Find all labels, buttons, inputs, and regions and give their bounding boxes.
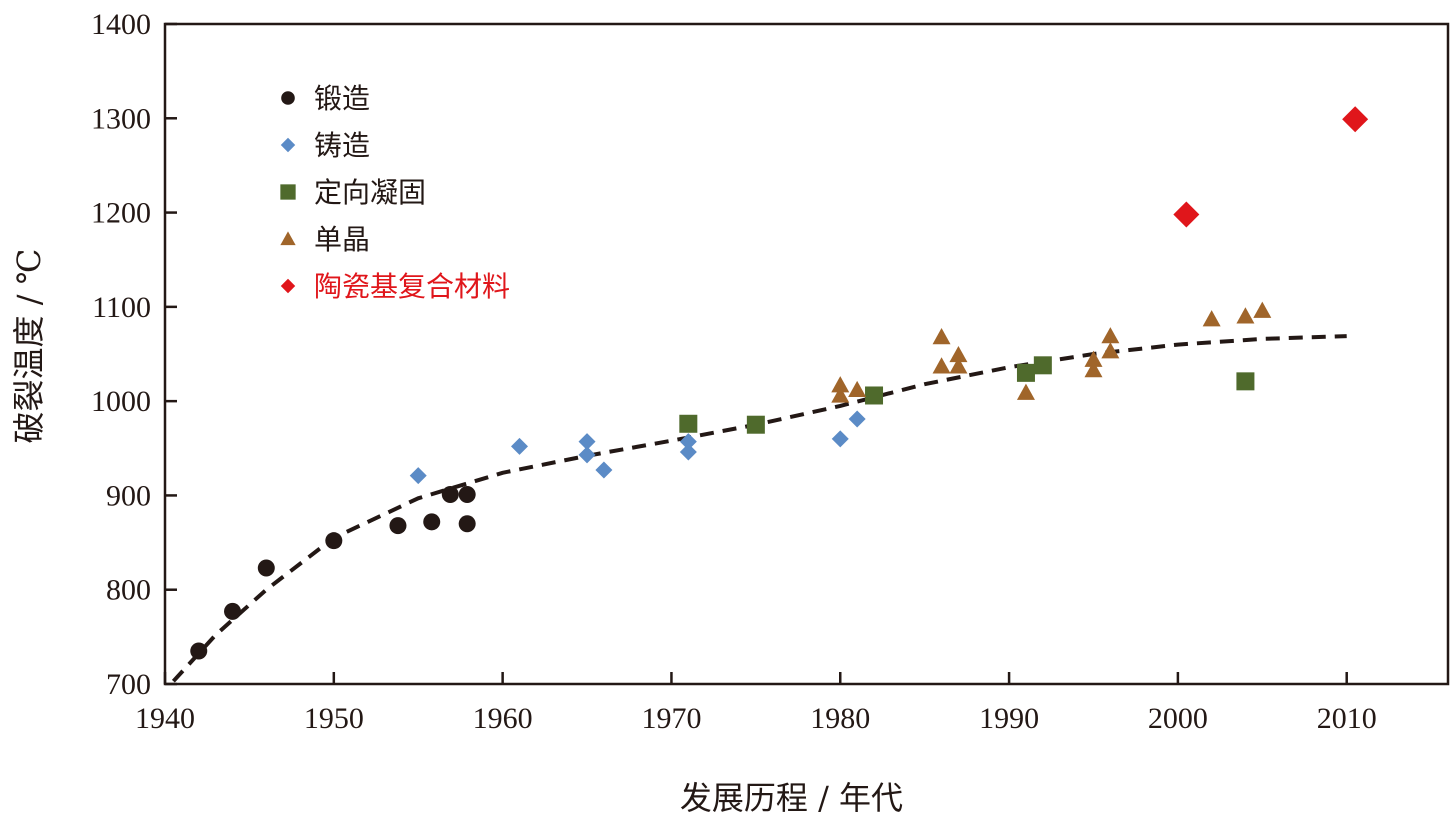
x-tick-label: 2010 — [1317, 702, 1377, 735]
single-crystal-point — [1016, 383, 1035, 400]
cast-point — [511, 437, 529, 455]
directional-point — [1033, 356, 1052, 375]
cmc-point — [1342, 106, 1369, 133]
single-crystal-point — [1101, 342, 1120, 359]
x-tick-label: 1980 — [810, 702, 870, 735]
cast-point — [679, 443, 697, 461]
cast-point — [578, 446, 596, 464]
legend-label: 定向凝固 — [314, 176, 426, 209]
single-crystal-point — [932, 328, 951, 345]
y-tick-label: 1400 — [91, 8, 151, 41]
cast-point — [848, 410, 866, 428]
data-points — [190, 106, 1369, 660]
legend-label: 锻造 — [314, 82, 370, 115]
x-tick-label: 2000 — [1148, 702, 1208, 735]
legend-label: 单晶 — [314, 223, 370, 256]
y-tick-label: 1000 — [91, 385, 151, 418]
cast-point — [409, 467, 427, 485]
single-crystal-point — [949, 357, 968, 374]
forged-point — [190, 642, 208, 660]
single-crystal-point — [1084, 350, 1103, 367]
y-tick-label: 700 — [106, 668, 151, 701]
directional-point — [746, 415, 765, 434]
y-tick-label: 900 — [106, 479, 151, 512]
single-crystal-point — [848, 380, 867, 398]
cast-point — [595, 461, 613, 479]
y-tick-label: 1200 — [91, 197, 151, 230]
single-crystal-point — [831, 376, 850, 393]
legend-marker — [280, 137, 296, 153]
forged-point — [257, 559, 275, 577]
forged-point — [458, 485, 476, 503]
x-tick-label: 1970 — [641, 702, 701, 735]
cast-point — [831, 430, 849, 448]
x-tick-label: 1990 — [979, 702, 1039, 735]
single-crystal-point — [1084, 361, 1103, 378]
directional-point — [679, 414, 698, 433]
legend-marker — [280, 278, 296, 294]
cast-point — [679, 433, 697, 451]
forged-point — [441, 485, 459, 503]
legend-label: 铸造 — [314, 129, 370, 162]
trend-line-group — [171, 334, 1347, 683]
y-tick-label: 1100 — [92, 291, 151, 324]
x-axis-title: 发展历程 / 年代 — [680, 779, 903, 817]
directional-point — [865, 386, 884, 405]
x-tick-label: 1950 — [304, 702, 364, 735]
x-tick-label: 1940 — [135, 702, 195, 735]
x-tick-label: 1960 — [473, 702, 533, 735]
forged-point — [325, 532, 343, 550]
single-crystal-point — [932, 357, 951, 374]
plot-frame — [163, 22, 1450, 686]
y-tick-label: 800 — [106, 574, 151, 607]
trend-line — [171, 334, 1347, 683]
directional-point — [1236, 372, 1255, 391]
single-crystal-point — [831, 386, 850, 403]
y-axis-title: 破裂温度 / ℃ — [10, 249, 48, 444]
forged-point — [224, 602, 242, 620]
single-crystal-point — [1202, 310, 1221, 327]
legend-marker — [280, 231, 296, 246]
single-crystal-point — [1101, 327, 1120, 344]
single-crystal-point — [1236, 307, 1255, 324]
legend-label: 陶瓷基复合材料 — [314, 270, 510, 303]
y-tick-label: 1300 — [91, 102, 151, 135]
forged-point — [423, 513, 441, 531]
legend-marker — [280, 184, 296, 200]
cast-point — [578, 433, 596, 451]
legend-marker — [281, 91, 295, 105]
forged-point — [458, 515, 476, 533]
directional-point — [1016, 363, 1035, 382]
forged-point — [389, 517, 407, 535]
single-crystal-point — [949, 345, 968, 363]
cmc-point — [1173, 201, 1200, 228]
axes: 1940 1950 1960 1970 1980 1990 2000 2010 700 800 90… — [91, 8, 1450, 735]
single-crystal-point — [1253, 301, 1272, 318]
